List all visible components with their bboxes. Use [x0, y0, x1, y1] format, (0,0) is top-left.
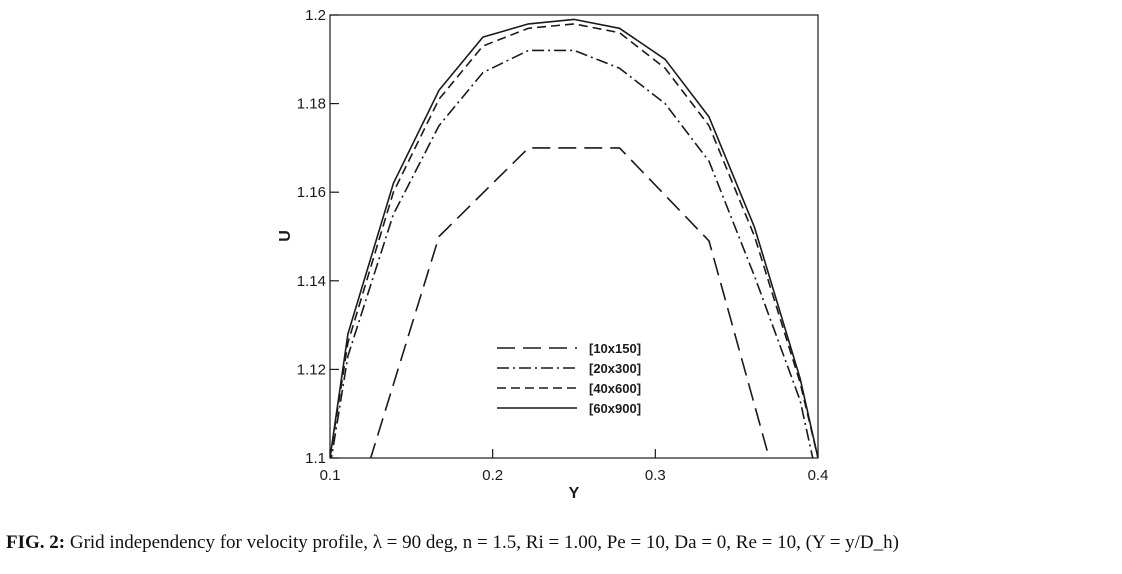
series-line-2: [330, 49, 814, 458]
velocity-profile-chart: 1.11.121.141.161.181.2 0.1 0.2 0.3 0.4 Y U …: [277, 7, 829, 502]
caption-text: Grid independency for velocity profile, …: [69, 532, 899, 553]
legend: [10x150] [20x300] [40x600] [60x900]: [497, 341, 641, 416]
series-group: [330, 18, 818, 458]
x-axis-title: Y: [569, 485, 580, 502]
legend-label: [20x300]: [589, 361, 641, 376]
y-tick-label: 1.18: [297, 96, 326, 113]
series-line-1: [369, 147, 771, 458]
y-tick-label: 1.2: [305, 7, 326, 24]
caption-label: FIG. 2:: [6, 532, 66, 553]
legend-label: [60x900]: [589, 401, 641, 416]
x-tick-label: 0.3: [645, 467, 666, 484]
series-line-4: [330, 18, 818, 458]
y-tick-label: 1.16: [297, 184, 326, 201]
series-line-3: [330, 23, 818, 458]
plot-frame: [329, 14, 819, 459]
x-tick-label: 0.1: [320, 467, 341, 484]
x-tick-label: 0.2: [482, 467, 503, 484]
y-axis: 1.1 1.12 1.14 1.16 1.18 1.2: [297, 7, 339, 467]
legend-label: [40x600]: [589, 381, 641, 396]
y-tick-label: 1.12: [297, 361, 326, 378]
y-axis-title: U: [277, 230, 294, 242]
figure-caption: FIG. 2: Grid independency for velocity p…: [6, 532, 1116, 554]
x-tick-label: 0.4: [808, 467, 829, 484]
x-axis: 0.1 0.2 0.3 0.4: [320, 449, 829, 484]
legend-label: [10x150]: [589, 341, 641, 356]
y-tick-label: 1.14: [297, 273, 326, 290]
y-tick-label: 1.1: [305, 450, 326, 467]
